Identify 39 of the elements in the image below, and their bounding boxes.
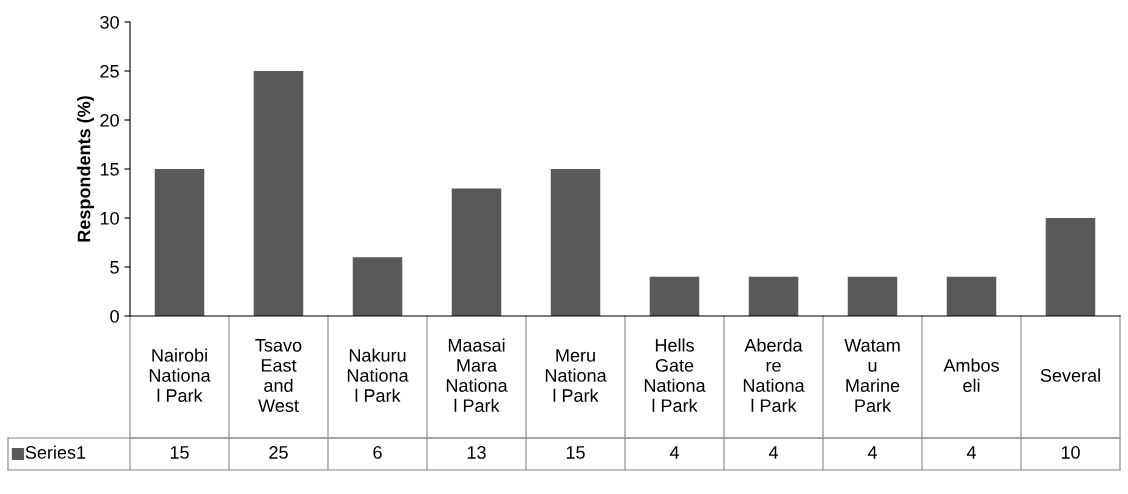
- data-label: 15: [566, 446, 585, 459]
- bar: [1045, 218, 1096, 316]
- bar: [352, 257, 403, 316]
- bar: [748, 276, 799, 316]
- data-label: 6: [373, 446, 382, 459]
- y-tick-label: 5: [110, 261, 119, 274]
- y-tick-label: 15: [100, 163, 119, 176]
- data-label: 13: [467, 446, 486, 459]
- x-tick-label: Maasai Mara Nationa l Park: [446, 338, 508, 412]
- legend-label: Series1: [25, 445, 86, 459]
- data-label: 4: [966, 446, 976, 459]
- data-label: 4: [867, 446, 877, 459]
- bar: [946, 276, 997, 316]
- y-tick-label: 20: [100, 113, 119, 127]
- x-tick-label: Tsavo East and West: [255, 339, 302, 412]
- data-label: 4: [669, 446, 679, 459]
- bar: [649, 276, 700, 316]
- bar: [154, 169, 205, 316]
- data-label: 10: [1061, 446, 1080, 459]
- x-tick-label: Ambos eli: [943, 358, 999, 392]
- x-tick-label: Hells Gate Nationa l Park: [644, 338, 706, 412]
- bar: [847, 276, 898, 316]
- y-tick-label: 25: [100, 64, 119, 78]
- x-tick-label: Nakuru Nationa l Park: [347, 348, 409, 402]
- data-label: 15: [170, 446, 189, 459]
- data-label: 25: [269, 446, 288, 459]
- x-tick-label: Watam u Marine Park: [844, 339, 900, 412]
- x-tick-label: Nairobi Nationa l Park: [149, 348, 211, 402]
- x-tick-label: Meru Nationa l Park: [545, 349, 607, 402]
- y-tick-label: 10: [100, 211, 119, 225]
- bar: [550, 169, 601, 316]
- y-tick-label: 30: [100, 15, 119, 29]
- x-tick-label: Several: [1040, 368, 1100, 382]
- x-tick-label: Aberda re Nationa l Park: [743, 338, 805, 412]
- y-tick-label: 0: [110, 309, 119, 323]
- data-label: 4: [768, 446, 778, 459]
- bar: [451, 188, 502, 316]
- y-axis-title: Respondents (%): [77, 96, 94, 242]
- bar: [253, 71, 304, 316]
